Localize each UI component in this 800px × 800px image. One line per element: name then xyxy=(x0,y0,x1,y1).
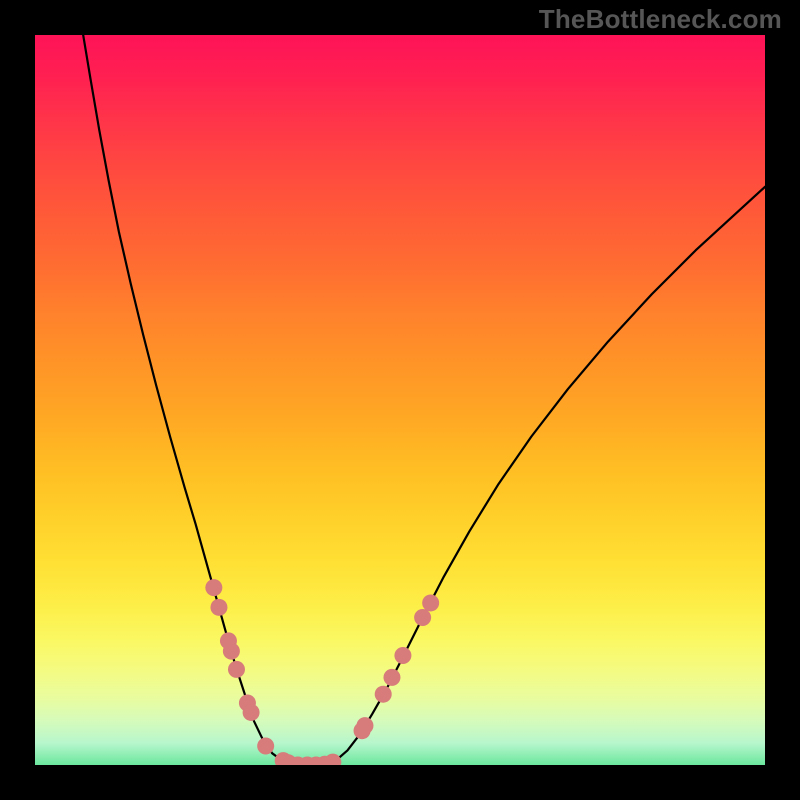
marker-point xyxy=(356,717,373,734)
marker-point xyxy=(394,647,411,664)
marker-point xyxy=(414,609,431,626)
chart-svg xyxy=(35,35,765,765)
marker-point xyxy=(375,686,392,703)
markers xyxy=(205,579,439,765)
marker-point xyxy=(228,661,245,678)
marker-point xyxy=(210,599,227,616)
v-curve xyxy=(83,35,765,765)
marker-point xyxy=(243,704,260,721)
marker-point xyxy=(257,738,274,755)
marker-point xyxy=(422,594,439,611)
marker-point xyxy=(223,643,240,660)
plot-area xyxy=(35,35,765,765)
chart-frame: TheBottleneck.com xyxy=(0,0,800,800)
marker-point xyxy=(383,669,400,686)
marker-point xyxy=(324,754,341,765)
marker-point xyxy=(205,579,222,596)
watermark-text: TheBottleneck.com xyxy=(539,4,782,35)
